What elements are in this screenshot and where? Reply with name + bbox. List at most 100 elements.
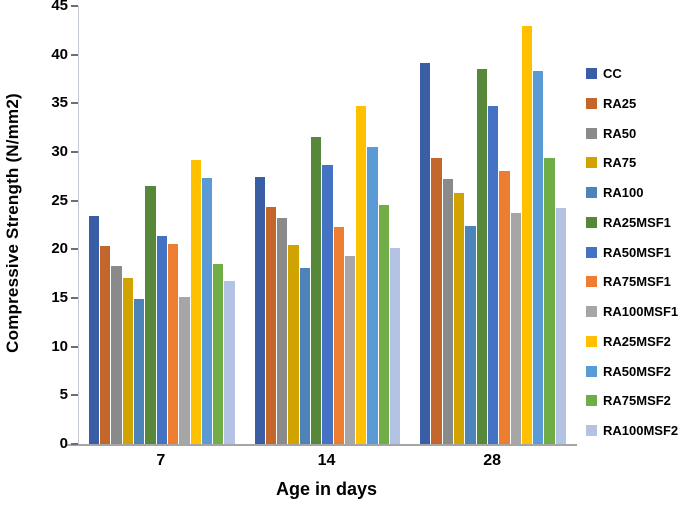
y-tick-label: 20 — [51, 240, 68, 258]
legend-item-RA100MSF1: RA100MSF1 — [586, 304, 678, 319]
bar-RA25MSF1-7d — [145, 186, 156, 444]
legend-swatch-icon — [586, 246, 597, 258]
x-axis-title: Age in days — [275, 479, 378, 499]
bar-cluster — [88, 6, 235, 444]
bar-RA25-28d — [431, 157, 442, 444]
x-category-label-14: 14 — [317, 452, 336, 469]
bar-CC-7d — [88, 216, 100, 444]
y-tick-mark — [71, 102, 78, 105]
bar-RA25MSF1-14d — [310, 137, 322, 444]
legend-item-RA75MSF2: RA75MSF2 — [586, 393, 678, 408]
y-tick-label: 0 — [59, 435, 68, 452]
y-tick-mark — [71, 199, 78, 202]
legend: CC RA25 RA50 RA75 RA100 RA25MSF1 RA50MSF1 RA75M… — [586, 66, 678, 438]
bar-groups-container — [79, 6, 576, 444]
bar-RA100MSF1-7d — [179, 297, 190, 444]
plot-area — [78, 6, 576, 444]
bar-RA75MSF2-7d — [213, 263, 224, 444]
legend-item-RA100: RA100 — [586, 185, 678, 200]
bar-RA75MSF2-14d — [378, 204, 390, 444]
bar-RA75MSF2-28d — [544, 157, 555, 444]
bar-RA50MSF1-7d — [156, 235, 167, 444]
bar-RA75-28d — [454, 192, 465, 444]
x-category-label-7: 7 — [156, 452, 166, 469]
legend-item-RA25MSF1: RA25MSF1 — [586, 215, 678, 230]
legend-item-RA75: RA75 — [586, 155, 678, 170]
legend-item-RA75MSF1: RA75MSF1 — [586, 274, 678, 289]
legend-swatch-icon — [586, 97, 597, 109]
bar-RA75MSF1-14d — [333, 226, 344, 444]
y-tick-mark — [71, 5, 78, 7]
legend-label: RA25MSF2 — [603, 333, 671, 349]
y-tick-mark — [71, 248, 78, 251]
bar-RA75-14d — [288, 245, 299, 444]
legend-label: RA25 — [603, 95, 637, 111]
bar-RA100MSF2-14d — [390, 248, 401, 444]
bar-RA100-14d — [299, 267, 310, 444]
y-axis-title: Compressive Strength (N/mm2) — [3, 93, 22, 353]
bar-CC-14d — [254, 177, 265, 444]
bar-RA100MSF2-7d — [224, 281, 235, 444]
bar-RA50MSF2-7d — [201, 178, 213, 444]
legend-swatch-icon — [586, 365, 597, 377]
bar-group-7 — [79, 6, 245, 444]
bar-RA50-28d — [442, 179, 454, 444]
bar-RA50MSF2-28d — [533, 71, 544, 444]
bar-RA100-7d — [134, 298, 145, 444]
legend-label: CC — [603, 66, 622, 81]
y-tick-label: 15 — [51, 289, 68, 306]
bar-cluster — [420, 6, 567, 444]
bar-RA25MSF2-14d — [356, 106, 367, 444]
x-category-label-28: 28 — [483, 452, 502, 469]
legend-item-RA50: RA50 — [586, 126, 678, 141]
legend-label: RA75MSF2 — [603, 393, 671, 409]
bar-RA100MSF1-28d — [510, 213, 521, 444]
bar-RA100MSF2-28d — [555, 208, 567, 444]
legend-swatch-icon — [586, 187, 597, 198]
bar-group-28 — [410, 6, 576, 444]
bar-RA50-7d — [111, 265, 122, 444]
legend-item-RA50MSF2: RA50MSF2 — [586, 364, 678, 379]
legend-swatch-icon — [586, 127, 597, 139]
bar-RA25MSF2-28d — [521, 26, 533, 444]
legend-label: RA100MSF2 — [603, 423, 679, 438]
legend-label: RA50 — [603, 125, 637, 141]
bar-RA50-14d — [277, 218, 288, 444]
legend-swatch-icon — [586, 306, 597, 317]
bar-RA25MSF2-7d — [190, 159, 201, 444]
legend-swatch-icon — [586, 68, 597, 79]
y-tick-label: 30 — [51, 143, 68, 160]
y-tick-label: 40 — [51, 45, 68, 63]
legend-item-RA100MSF2: RA100MSF2 — [586, 423, 678, 438]
legend-swatch-icon — [586, 216, 597, 228]
legend-label: RA50MSF2 — [603, 363, 671, 379]
legend-item-CC: CC — [586, 66, 678, 81]
legend-label: RA100 — [603, 185, 644, 200]
bar-RA25MSF1-28d — [476, 69, 487, 444]
legend-swatch-icon — [586, 335, 597, 347]
bar-RA100-28d — [465, 225, 476, 444]
bar-cluster — [254, 6, 401, 444]
legend-swatch-icon — [586, 425, 597, 436]
legend-label: RA25MSF1 — [603, 214, 671, 230]
y-tick-label: 45 — [51, 0, 68, 14]
y-tick-mark — [71, 345, 78, 348]
legend-item-RA25MSF2: RA25MSF2 — [586, 334, 678, 349]
y-tick-mark — [71, 394, 78, 397]
y-tick-mark — [71, 53, 78, 56]
legend-label: RA100MSF1 — [603, 304, 679, 319]
legend-swatch-icon — [586, 395, 597, 407]
y-tick-label: 25 — [51, 191, 68, 209]
y-tick-mark — [71, 151, 78, 153]
legend-swatch-icon — [586, 157, 597, 169]
y-tick-label: 10 — [51, 337, 68, 355]
bar-RA75MSF1-28d — [499, 171, 510, 444]
bar-RA100MSF1-14d — [344, 256, 356, 444]
x-axis-line — [66, 444, 577, 446]
legend-label: RA75 — [603, 155, 637, 171]
legend-label: RA50MSF1 — [603, 244, 671, 260]
bar-RA50MSF1-14d — [322, 164, 333, 444]
y-tick-mark — [71, 443, 78, 445]
bar-RA50MSF2-14d — [367, 147, 378, 444]
